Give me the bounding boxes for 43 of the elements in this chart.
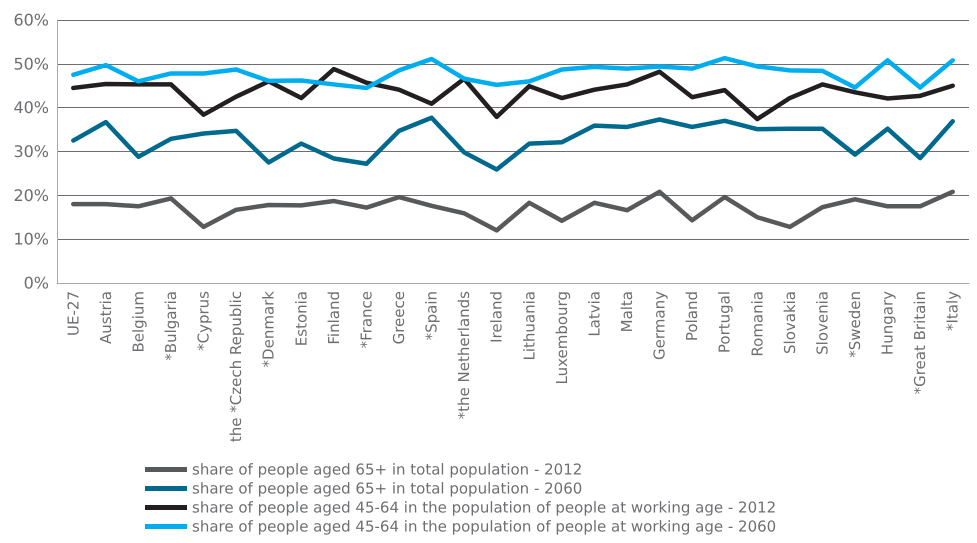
x-tick-label: Malta — [618, 291, 636, 332]
line-series — [71, 66, 955, 122]
x-tick-label: *Spain — [422, 291, 441, 340]
x-tick-label: Slovakia — [780, 291, 799, 354]
x-tick-label: Austria — [96, 291, 115, 344]
x-tick-label: *Bulgaria — [162, 291, 180, 361]
legend-label: share of people aged 45-64 in the population of people at working age - 2060 — [192, 518, 776, 536]
x-tick-label: Portugal — [716, 291, 734, 354]
y-tick-label: 20% — [13, 186, 49, 205]
x-tick-label: Belgium — [129, 291, 148, 352]
x-tick-label: *Cyprus — [194, 290, 213, 351]
line-series — [71, 116, 955, 172]
y-tick-label: 0% — [24, 274, 49, 292]
x-tick-label: Poland — [683, 291, 702, 342]
y-tick-label: 30% — [13, 142, 49, 161]
legend-label: share of people aged 45-64 in the population of people at working age - 2012 — [192, 498, 776, 516]
x-tick-label: *France — [357, 291, 376, 348]
x-tick-label: *Italy — [944, 290, 962, 332]
x-tick-label: Romania — [748, 291, 766, 357]
x-tick-label: Germany — [650, 290, 669, 360]
x-tick-label: *Denmark — [260, 290, 278, 368]
x-tick-label: *Great Britain — [911, 291, 930, 394]
x-tick-label: Luxembourg — [552, 291, 571, 384]
x-tick-label: Finland — [324, 291, 343, 345]
x-tick-label: the *Czech Republic — [227, 291, 246, 442]
line-series — [71, 190, 955, 233]
y-tick-label: 50% — [13, 54, 49, 74]
x-tick-label: UE-27 — [64, 291, 82, 336]
x-tick-label: Lithuania — [520, 291, 538, 360]
y-tick-label: 40% — [13, 98, 49, 118]
legend-label: share of people aged 65+ in total population - 2060 — [192, 480, 582, 498]
x-tick-label: Ireland — [488, 291, 506, 343]
y-tick-label: 60% — [13, 10, 49, 30]
x-tick-label: *Sweden — [846, 291, 864, 358]
line-series — [71, 56, 955, 90]
x-tick-label: *the Netherlands — [455, 290, 474, 420]
legend-label: share of people aged 65+ in total population - 2012 — [192, 460, 582, 478]
x-tick-label: Hungary — [878, 290, 897, 356]
x-tick-label: Latvia — [585, 291, 604, 337]
x-tick-label: Slovenia — [813, 291, 832, 355]
y-tick-label: 10% — [13, 230, 49, 249]
x-tick-label: Greece — [390, 291, 408, 344]
x-tick-label: Estonia — [292, 291, 310, 346]
